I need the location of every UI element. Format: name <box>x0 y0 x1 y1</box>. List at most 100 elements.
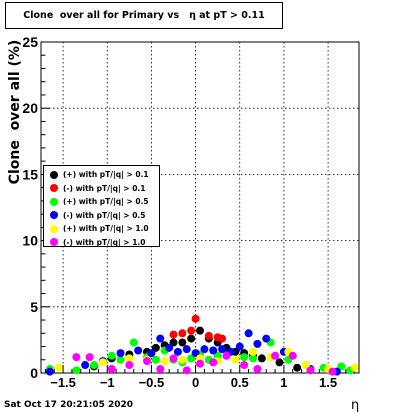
data-point-series-3 <box>240 353 249 362</box>
x-tick-label: −1.5 <box>50 375 76 390</box>
legend-entry: (+) with pT/|q| > 0.1 <box>44 168 161 182</box>
data-point-series-1 <box>151 343 160 352</box>
data-point-series-3 <box>129 338 138 347</box>
data-point-series-6 <box>209 358 218 367</box>
data-point-series-2 <box>169 330 178 339</box>
data-point-series-3 <box>116 355 125 364</box>
data-point-series-4 <box>209 346 218 355</box>
data-point-series-2 <box>191 314 200 323</box>
y-tick-label: 15 <box>22 166 38 182</box>
legend-marker <box>50 224 58 233</box>
axis-ticks: −1.5 −1 −0.5 0 0.5 1 1.5 0 5 10 15 20 25 <box>22 34 356 390</box>
legend-label: (+) with pT/|q| > 0.1 <box>63 170 149 180</box>
x-tick-label: −1 <box>100 375 115 390</box>
timestamp: Sat Oct 17 20:21:05 2020 <box>4 400 134 410</box>
data-point-series-6 <box>271 351 280 360</box>
x-tick-label: 0.5 <box>231 375 249 390</box>
data-point-series-6 <box>222 351 231 360</box>
data-point-series-6 <box>182 366 191 375</box>
data-point-series-5 <box>249 347 257 356</box>
data-point-series-1 <box>169 338 178 347</box>
chart-title-box: Clone over all for Primary vs η at pT > … <box>5 2 283 29</box>
y-tick-label: 25 <box>22 34 38 50</box>
data-point-series-5 <box>125 354 134 363</box>
data-point-series-4 <box>200 345 209 354</box>
legend-entry: (+) with pT/|q| > 1.0 <box>44 222 161 236</box>
data-point-series-5 <box>178 355 187 364</box>
data-point-series-5 <box>231 355 240 364</box>
legend-marker <box>50 184 58 193</box>
x-axis-label: η <box>351 398 360 413</box>
data-point-series-6 <box>143 357 151 366</box>
data-point-series-2 <box>218 334 227 343</box>
data-point-series-6 <box>240 361 249 370</box>
data-point-series-6 <box>169 354 178 363</box>
data-point-series-6 <box>125 361 134 370</box>
data-point-series-3 <box>107 351 116 360</box>
x-tick-label: 1.5 <box>319 375 337 390</box>
data-point-series-3 <box>187 354 196 363</box>
data-point-series-5 <box>54 363 63 372</box>
x-tick-label: −0.5 <box>139 375 165 390</box>
data-point-series-6 <box>306 366 315 375</box>
legend-label: (-) with pT/|q| > 1.0 <box>63 237 146 247</box>
data-point-series-5 <box>98 358 107 367</box>
data-point-series-4 <box>173 347 182 356</box>
data-point-series-2 <box>187 326 196 335</box>
data-point-series-5 <box>160 357 169 366</box>
data-point-series-4 <box>191 349 200 358</box>
data-point-series-2 <box>204 331 213 340</box>
data-point-series-2 <box>178 329 187 338</box>
data-point-series-3 <box>337 362 346 371</box>
legend-marker <box>50 170 58 179</box>
legend-entry: (-) with pT/|q| > 1.0 <box>44 236 161 250</box>
data-point-series-1 <box>257 354 266 363</box>
legend-label: (-) with pT/|q| > 0.5 <box>63 210 146 220</box>
data-point-series-6 <box>288 351 297 360</box>
x-tick-label: 0 <box>192 375 199 390</box>
data-point-series-5 <box>302 361 310 370</box>
data-point-series-4 <box>165 343 174 352</box>
legend-label: (+) with pT/|q| > 1.0 <box>63 224 149 234</box>
data-point-series-3 <box>90 361 98 370</box>
data-point-series-4 <box>244 329 253 338</box>
legend-label: (+) with pT/|q| > 0.5 <box>63 197 149 207</box>
x-tick-label: 1 <box>280 375 287 390</box>
data-point-series-4 <box>45 367 54 376</box>
plot-frame <box>40 41 360 374</box>
chart-title: Clone over all for Primary vs η at pT > … <box>23 10 265 21</box>
y-tick-label: 0 <box>30 365 38 381</box>
data-point-series-4 <box>182 345 191 354</box>
legend-marker <box>50 238 58 247</box>
data-point-series-4 <box>134 346 143 355</box>
y-tick-label: 5 <box>30 299 38 315</box>
data-point-series-6 <box>253 365 262 374</box>
data-point-series-4 <box>218 345 227 354</box>
legend-label: (-) with pT/|q| > 0.1 <box>63 183 146 193</box>
data-point-series-6 <box>72 353 81 362</box>
data-points <box>45 314 359 376</box>
y-tick-label: 20 <box>22 100 38 116</box>
data-point-series-1 <box>187 334 196 343</box>
data-point-series-6 <box>328 367 337 376</box>
data-point-series-6 <box>156 365 165 374</box>
data-point-series-1 <box>178 338 187 347</box>
legend: (+) with pT/|q| > 0.1 (-) with pT/|q| > 0… <box>43 165 160 247</box>
data-point-series-4 <box>81 361 90 370</box>
data-point-series-4 <box>116 349 125 358</box>
data-point-series-4 <box>235 342 244 351</box>
data-point-series-6 <box>107 365 116 374</box>
data-point-series-4 <box>147 349 156 358</box>
data-point-series-5 <box>350 363 359 372</box>
data-point-series-3 <box>249 354 257 363</box>
legend-entry: (+) with pT/|q| > 0.5 <box>44 195 161 209</box>
data-point-series-3 <box>72 366 81 375</box>
data-point-series-3 <box>151 355 160 364</box>
data-point-series-4 <box>156 334 165 343</box>
data-point-series-4 <box>262 334 271 343</box>
legend-entry: (-) with pT/|q| > 0.5 <box>44 209 161 223</box>
data-point-series-1 <box>196 326 204 335</box>
y-axis-label: Clone over all (%) <box>7 39 23 185</box>
legend-marker <box>50 211 58 220</box>
